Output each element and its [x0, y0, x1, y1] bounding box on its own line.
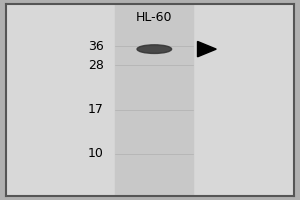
Polygon shape — [197, 41, 216, 57]
Ellipse shape — [137, 45, 172, 53]
Bar — [116, 4, 193, 196]
Text: 17: 17 — [88, 103, 104, 116]
Text: 10: 10 — [88, 147, 104, 160]
Text: 28: 28 — [88, 59, 104, 72]
Text: HL-60: HL-60 — [136, 11, 172, 24]
Text: 36: 36 — [88, 40, 104, 53]
